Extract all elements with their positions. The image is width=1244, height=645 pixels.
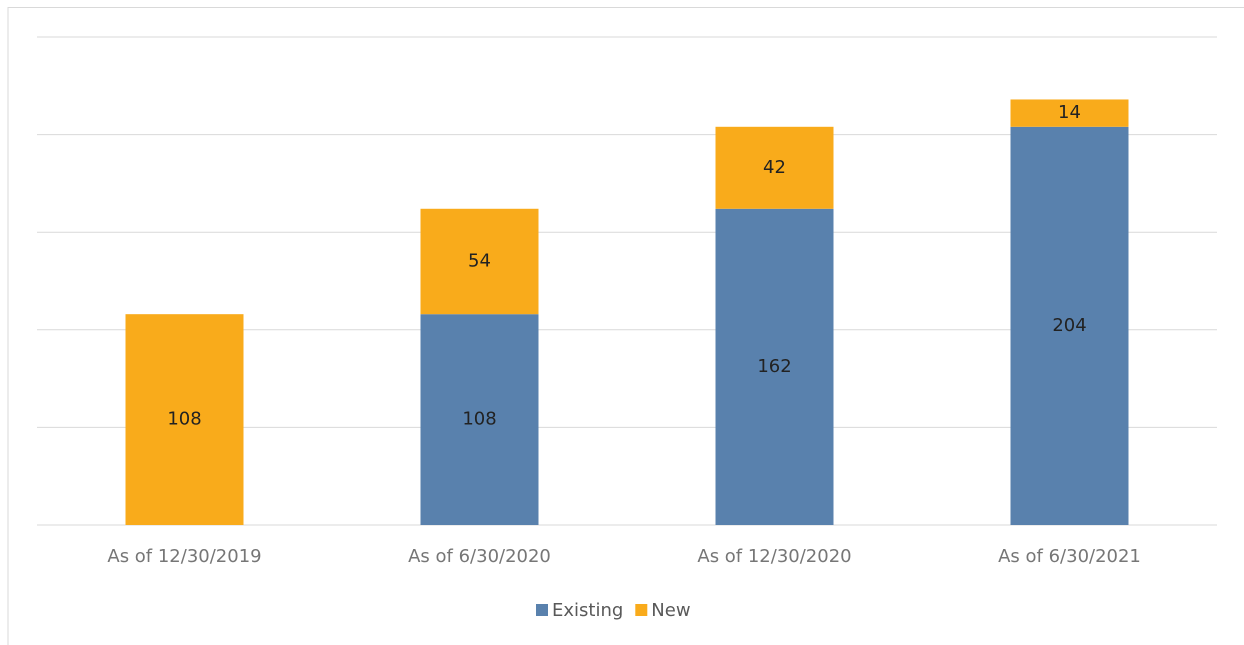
x-tick-label: As of 6/30/2021 — [998, 546, 1141, 567]
data-label: 54 — [468, 250, 491, 271]
data-label: 42 — [763, 157, 786, 178]
bar-segment — [1010, 126, 1129, 526]
x-tick-label: As of 12/30/2019 — [107, 546, 261, 567]
legend-label: Existing — [552, 600, 623, 621]
bar-segment — [420, 314, 539, 525]
legend-swatch — [536, 604, 548, 616]
frame — [7, 7, 1244, 645]
bar-segment — [715, 208, 834, 525]
bar-segment — [420, 208, 539, 315]
data-label: 162 — [757, 356, 791, 377]
bar-segment — [1010, 99, 1129, 127]
x-tick-label: As of 12/30/2020 — [697, 546, 851, 567]
data-label: 108 — [167, 409, 201, 430]
legend-swatch — [635, 604, 648, 616]
legend-label: New — [651, 600, 690, 621]
data-label: 14 — [1058, 102, 1081, 123]
data-label: 204 — [1052, 315, 1086, 336]
bar-segment — [125, 314, 244, 525]
x-tick-label: As of 6/30/2020 — [408, 546, 551, 567]
data-label: 108 — [462, 409, 496, 430]
bar-segment — [715, 126, 834, 209]
